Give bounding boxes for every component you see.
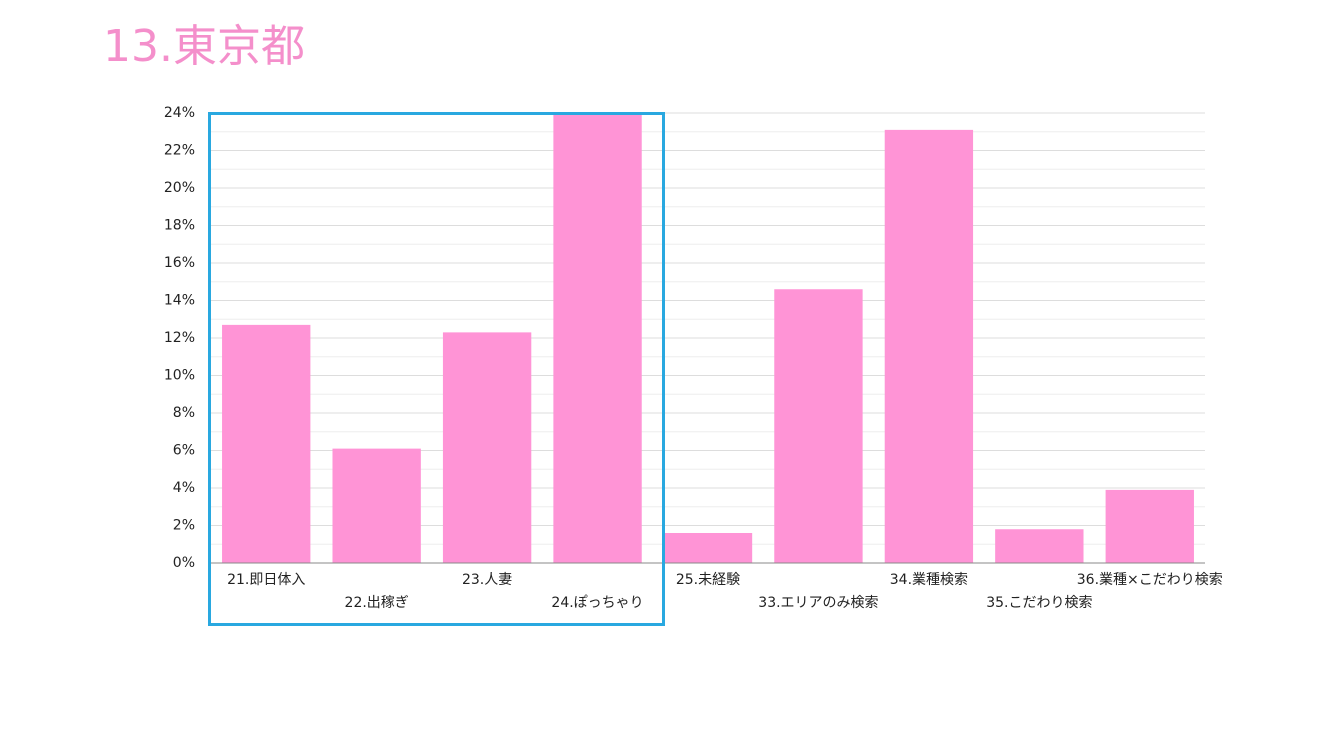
y-tick-label: 0% bbox=[173, 555, 195, 571]
x-tick-label: 35.こだわり検索 bbox=[986, 594, 1092, 611]
x-tick-label: 24.ぽっちゃり bbox=[551, 595, 643, 611]
y-tick-label: 12% bbox=[164, 330, 195, 346]
y-tick-label: 16% bbox=[164, 255, 195, 271]
bar bbox=[222, 324, 311, 563]
y-tick-label: 20% bbox=[164, 180, 195, 196]
x-tick-label: 36.業種×こだわり検索 bbox=[1077, 571, 1223, 588]
bar bbox=[332, 448, 421, 563]
bar bbox=[442, 332, 532, 563]
x-tick-label: 22.出稼ぎ bbox=[345, 595, 409, 611]
bar bbox=[884, 129, 974, 563]
x-tick-label: 33.エリアのみ検索 bbox=[758, 594, 878, 611]
x-tick-label: 25.未経験 bbox=[676, 572, 740, 588]
highlight-box bbox=[208, 112, 665, 626]
x-tick-label: 34.業種検索 bbox=[890, 571, 968, 588]
y-tick-label: 18% bbox=[164, 218, 195, 234]
bar bbox=[663, 533, 753, 563]
y-tick-label: 4% bbox=[173, 480, 195, 496]
x-tick-label: 21.即日体入 bbox=[227, 572, 305, 588]
chart-title: 13.東京都 bbox=[103, 21, 305, 72]
y-tick-label: 10% bbox=[164, 368, 195, 384]
bars bbox=[222, 114, 1194, 563]
y-tick-label: 6% bbox=[173, 443, 195, 459]
x-tick-label: 23.人妻 bbox=[462, 572, 512, 588]
y-tick-label: 14% bbox=[164, 293, 195, 309]
y-tick-label: 2% bbox=[173, 518, 195, 534]
bar bbox=[1105, 489, 1194, 563]
bar bbox=[774, 289, 863, 563]
y-tick-label: 22% bbox=[164, 143, 195, 159]
y-tick-label: 8% bbox=[173, 405, 195, 421]
bar bbox=[553, 114, 642, 563]
y-tick-label: 24% bbox=[164, 105, 195, 121]
bar bbox=[995, 529, 1084, 563]
